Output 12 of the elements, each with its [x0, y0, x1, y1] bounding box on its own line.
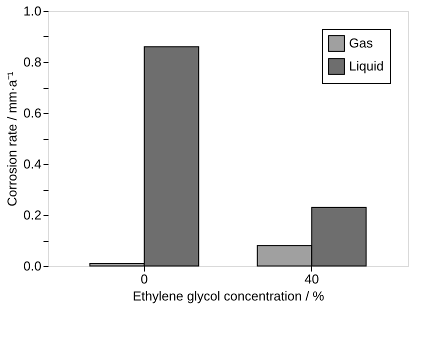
y-tick-label: 0.6 [23, 106, 42, 120]
y-axis-title: Corrosion rate / mm·a⁻¹ [4, 70, 20, 206]
y-tick-label: 0.4 [23, 156, 42, 172]
legend-label: Liquid [349, 58, 384, 74]
x-axis-title: Ethylene glycol concentration / % [132, 288, 325, 304]
y-tick-label: 0.8 [23, 54, 42, 70]
y-tick-label: 0.2 [23, 208, 42, 222]
x-tick-label: 40 [304, 272, 319, 286]
y-tick-label: 1.0 [23, 4, 42, 18]
y-tick-label: 0.0 [23, 258, 42, 274]
x-tick-label: 0 [140, 272, 148, 286]
legend-label: Gas [349, 36, 374, 50]
